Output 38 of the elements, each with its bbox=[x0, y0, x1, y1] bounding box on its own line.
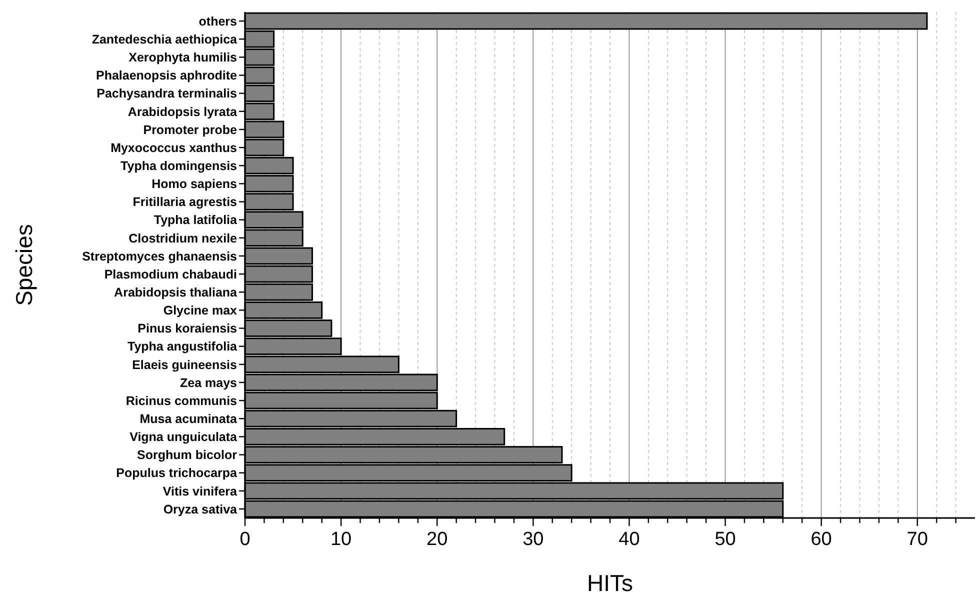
y-tick-label: Zantedeschia aethiopica bbox=[92, 32, 238, 46]
y-tick-label: Xerophyta humilis bbox=[128, 50, 238, 65]
x-tick-label: 10 bbox=[330, 529, 352, 550]
y-tick-label: Fritillaria agrestis bbox=[132, 195, 238, 210]
y-tick-label: Typha latifolia bbox=[154, 213, 238, 228]
y-tick-label: Pinus koraiensis bbox=[138, 322, 238, 336]
y-axis-title: Species bbox=[11, 224, 37, 306]
y-tick-label: Oryza sativa bbox=[163, 502, 238, 516]
y-tick-label: Phalaenopsis aphrodite bbox=[96, 68, 238, 83]
y-tick-label: Vitis vinifera bbox=[162, 484, 238, 498]
y-tick-label: Myxococcus xanthus bbox=[110, 140, 238, 155]
x-tick-label: 60 bbox=[810, 529, 832, 550]
y-tick-label: Vigna unguiculata bbox=[130, 430, 238, 444]
y-tick-label: Typha domingensis bbox=[120, 158, 238, 173]
x-tick-label: 30 bbox=[522, 529, 544, 550]
y-tick-label: Typha angustifolia bbox=[128, 340, 238, 354]
y-tick-label: Homo sapiens bbox=[152, 177, 238, 192]
x-tick-label: 70 bbox=[906, 529, 928, 550]
y-tick-label: Musa acuminata bbox=[140, 412, 238, 426]
y-tick-label: Elaeis guineensis bbox=[132, 358, 238, 372]
y-tick-label: Arabidopsis thaliana bbox=[114, 285, 238, 300]
y-tick-label: Streptomyces ghanaensis bbox=[82, 249, 238, 264]
x-axis-title: HITs bbox=[587, 570, 633, 596]
y-tick-label: Populus trichocarpa bbox=[116, 466, 238, 480]
y-tick-label: Sorghum bicolor bbox=[137, 448, 238, 462]
x-tick-label: 50 bbox=[714, 529, 736, 550]
y-tick-label: Zea mays bbox=[180, 376, 238, 390]
x-tick-label: 0 bbox=[240, 529, 250, 550]
y-tick-label: Pachysandra terminalis bbox=[96, 86, 238, 101]
y-tick-label: Plasmodium chabaudi bbox=[104, 267, 237, 282]
y-tick-label: Arabidopsis lyrata bbox=[128, 104, 238, 119]
y-tick-label: Glycine max bbox=[163, 304, 238, 318]
x-tick-label: 20 bbox=[426, 529, 448, 550]
y-tick-label: others bbox=[198, 14, 238, 28]
y-tick-label: Promoter probe bbox=[143, 122, 238, 137]
x-tick-label: 40 bbox=[618, 529, 640, 550]
y-tick-label: Ricinus communis bbox=[126, 394, 238, 408]
y-tick-label: Clostridium nexile bbox=[128, 231, 238, 246]
